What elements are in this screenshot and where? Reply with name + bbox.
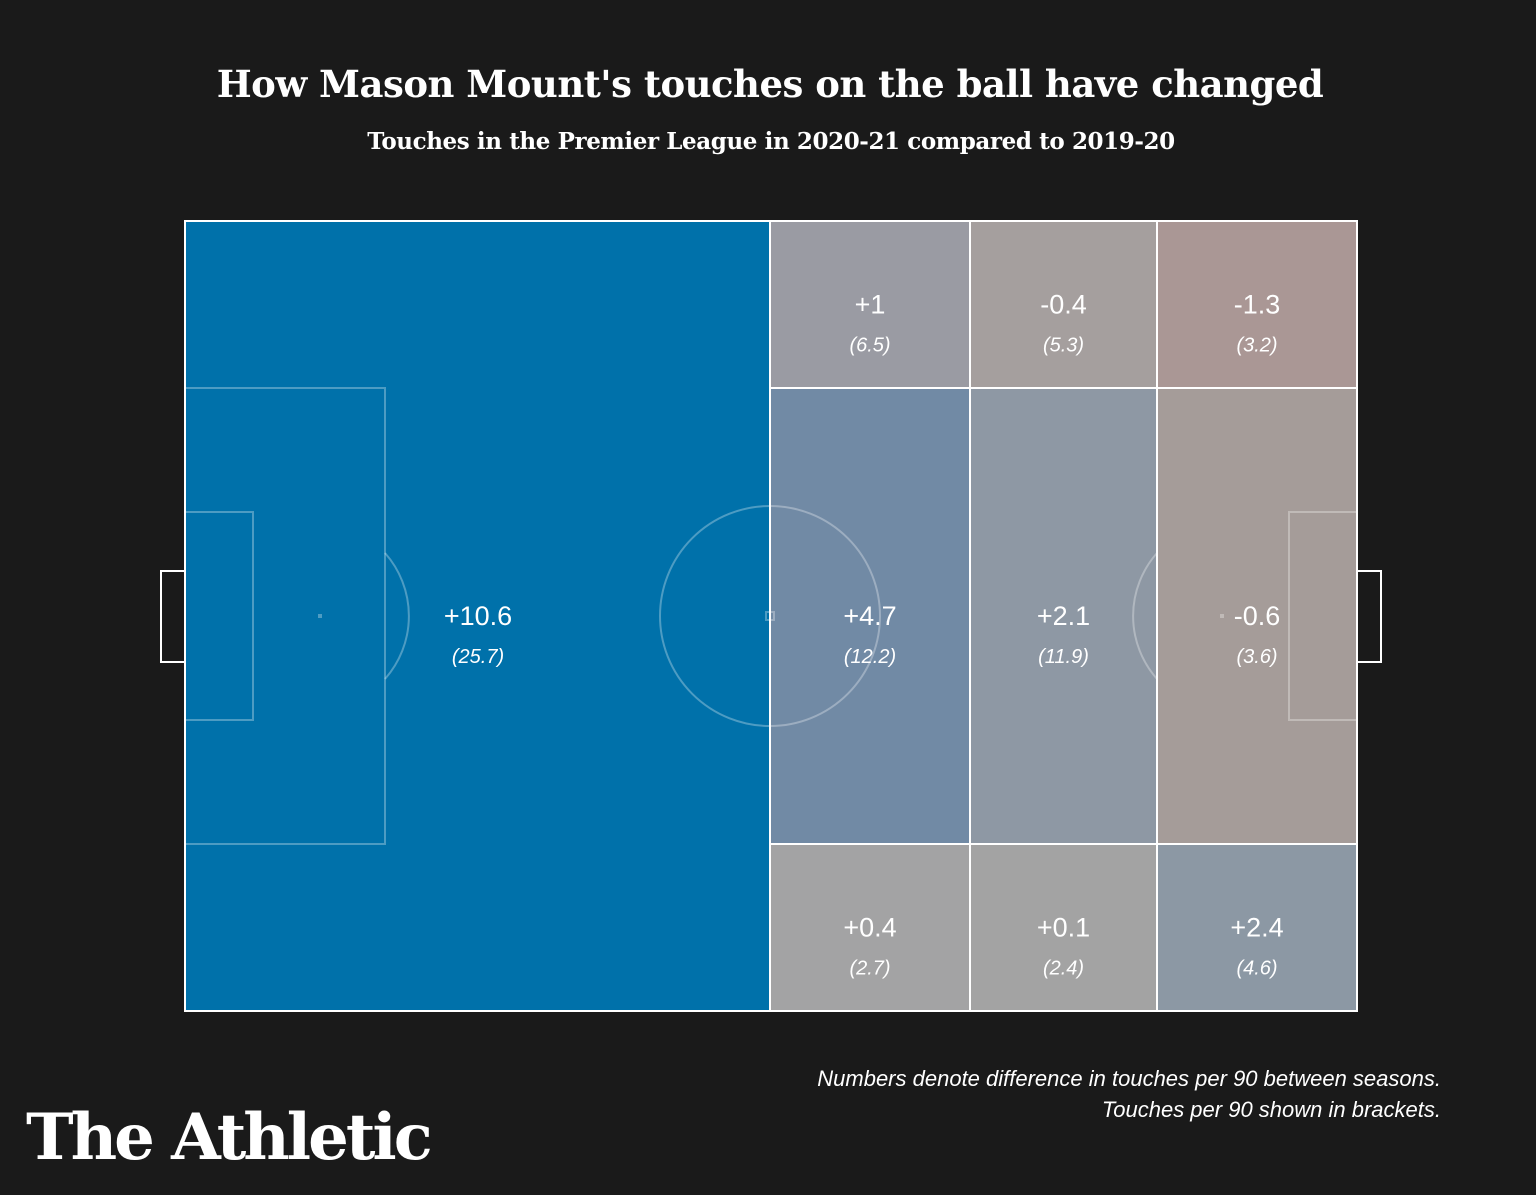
zone-per90-label: (12.2) — [844, 646, 896, 668]
zone-diff-label: +2.4 — [1230, 913, 1283, 943]
chart-title: How Mason Mount's touches on the ball ha… — [216, 62, 1324, 106]
zone-diff-label: +4.7 — [843, 601, 896, 631]
footnote-2: Touches per 90 shown in brackets. — [1101, 1097, 1441, 1122]
left-goal — [160, 570, 186, 663]
chart-subtitle: Touches in the Premier League in 2020-21… — [367, 128, 1175, 155]
zone-col2-bottom — [969, 843, 1158, 1012]
zone-per90-label: (2.7) — [849, 958, 890, 980]
zone-own-half — [185, 221, 770, 1011]
right-penalty-arc — [1132, 552, 1158, 680]
zone-per90-label: (3.2) — [1236, 335, 1277, 357]
zone-per90-label: (6.5) — [849, 335, 890, 357]
right-goal — [1356, 570, 1382, 663]
zone-diff-label: +0.4 — [843, 913, 896, 943]
zone-diff-label: -1.3 — [1234, 290, 1281, 320]
zone-col1-bottom — [769, 843, 971, 1012]
zone-col3-middle — [1156, 387, 1358, 845]
zone-diff-label: -0.6 — [1234, 601, 1281, 631]
zone-per90-label: (3.6) — [1236, 646, 1277, 668]
zone-diff-label: +1 — [855, 290, 886, 320]
zone-diff-label: +10.6 — [444, 601, 512, 631]
zone-per90-label: (4.6) — [1236, 958, 1277, 980]
zone-per90-label: (11.9) — [1038, 646, 1089, 668]
right-penalty-spot — [1220, 614, 1224, 618]
zone-per90-label: (5.3) — [1043, 335, 1084, 357]
zone-col3-bottom — [1156, 843, 1358, 1012]
centre-spot — [765, 611, 775, 621]
zone-diff-label: +0.1 — [1037, 913, 1090, 943]
zone-per90-label: (2.4) — [1043, 958, 1084, 980]
zone-diff-label: +2.1 — [1037, 601, 1090, 631]
centre-circle — [659, 505, 881, 727]
zone-diff-label: -0.4 — [1040, 290, 1087, 320]
left-penalty-spot — [318, 614, 322, 618]
left-penalty-arc — [384, 552, 410, 680]
footnote-1: Numbers denote difference in touches per… — [817, 1066, 1441, 1091]
zone-per90-label: (25.7) — [452, 646, 504, 668]
the-athletic-logo: The Athletic — [26, 1100, 433, 1175]
